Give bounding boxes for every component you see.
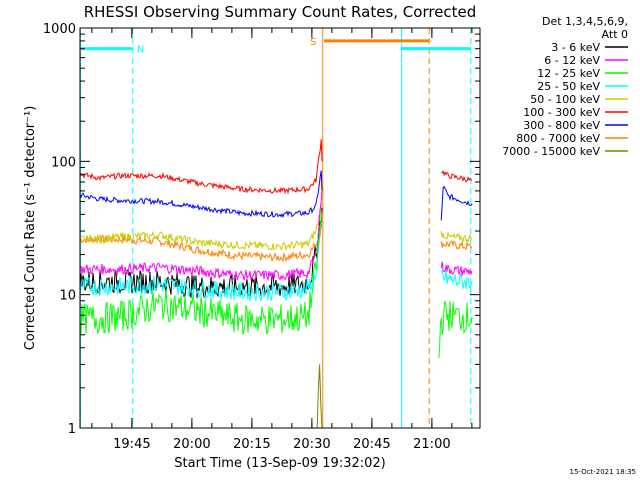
series-line <box>440 185 473 221</box>
y-tick-label: 10 <box>59 289 76 304</box>
x-tick-label: 20:00 <box>173 437 210 452</box>
legend-label: 3 - 6 keV <box>551 41 600 54</box>
series-line <box>440 240 473 251</box>
x-tick-label: 20:45 <box>353 437 390 452</box>
series-line <box>79 190 323 282</box>
y-tick-label: 1 <box>68 422 76 437</box>
x-tick-label: 21:00 <box>413 437 450 452</box>
legend-header: Det 1,3,4,5,6,9, <box>542 15 628 28</box>
legend-label: 800 - 7000 keV <box>516 132 600 145</box>
series-line <box>440 261 473 276</box>
series-line <box>79 221 323 302</box>
y-tick-label: 100 <box>51 155 76 170</box>
x-tick-label: 19:45 <box>113 437 150 452</box>
legend-label: 25 - 50 keV <box>537 80 600 93</box>
series-line <box>79 211 323 335</box>
timestamp: 15-Oct-2021 18:35 <box>570 468 636 476</box>
legend-label: 6 - 12 keV <box>544 54 600 67</box>
series-line <box>79 226 323 263</box>
series-line <box>440 231 473 244</box>
series-line <box>79 139 323 195</box>
flag-label: S <box>310 37 316 48</box>
y-tick-label: 1000 <box>43 22 76 37</box>
legend-header: Att 0 <box>602 28 628 41</box>
series-line <box>79 203 323 251</box>
legend-label: 300 - 800 keV <box>523 119 600 132</box>
x-axis-label: Start Time (13-Sep-09 19:32:02) <box>174 456 385 471</box>
series-line <box>438 300 473 359</box>
flag-label: N <box>137 45 144 56</box>
series-line <box>441 169 473 183</box>
plot-frame <box>79 27 481 429</box>
x-tick-label: 20:15 <box>233 437 270 452</box>
series-line <box>79 170 323 219</box>
series-line <box>440 269 473 290</box>
series-line <box>316 364 323 429</box>
legend-label: 50 - 100 keV <box>530 93 600 106</box>
legend-label: 12 - 25 keV <box>537 67 600 80</box>
y-axis-label: Corrected Count Rate (s⁻¹ detector⁻¹) <box>23 106 38 351</box>
legend-label: 100 - 300 keV <box>523 106 600 119</box>
x-tick-label: 20:30 <box>293 437 330 452</box>
chart-title: RHESSI Observing Summary Count Rates, Co… <box>84 3 477 21</box>
series-line <box>79 207 323 299</box>
legend-label: 7000 - 15000 keV <box>502 145 600 158</box>
